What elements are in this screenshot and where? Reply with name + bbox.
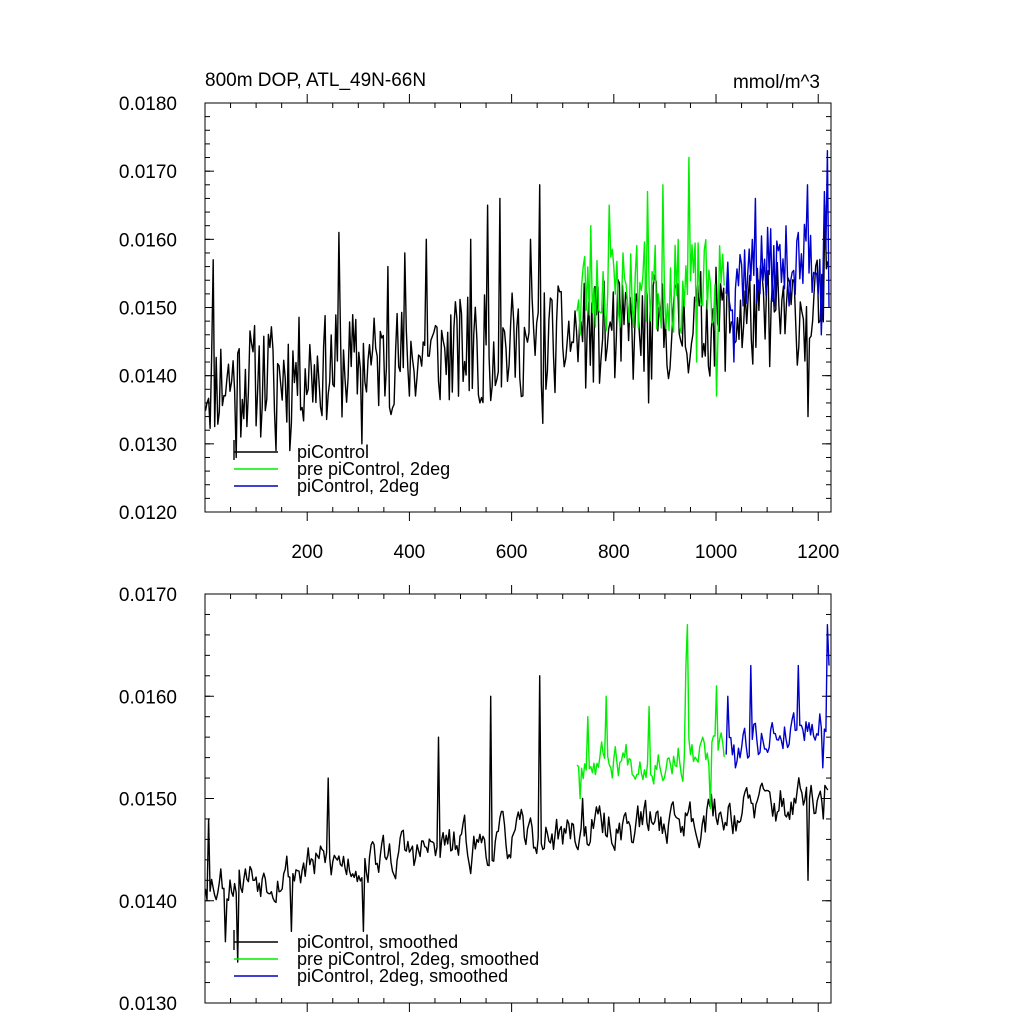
y-tick-label: 0.0120	[119, 503, 177, 524]
y-tick-label: 0.0140	[119, 367, 177, 388]
y-tick-label: 0.0160	[119, 230, 177, 251]
y-tick-label: 0.0170	[119, 585, 177, 606]
y-tick-label: 0.0160	[119, 687, 177, 708]
bottom-panel: 0.0130 0.0140 0.0150 0.0160 0.0170 piControl…	[119, 585, 832, 1015]
bottom-plot-frame	[204, 593, 832, 1004]
y-tick-label: 0.0150	[119, 299, 177, 320]
series-line-3	[725, 149, 830, 363]
series-line-1	[205, 675, 829, 963]
legend-label-2: pre piControl, 2deg	[297, 459, 450, 479]
legend-label-2: pre piControl, 2deg, smoothed	[297, 949, 539, 969]
x-tick-label: 400	[394, 542, 426, 563]
top-plot-area	[205, 149, 830, 459]
top-panel: 800m DOP, ATL_49N-66N mmol/m^3 0.01200.0…	[119, 70, 839, 563]
series-line-3	[725, 624, 830, 769]
series-line-1	[205, 184, 829, 459]
legend-label-1: piControl	[297, 442, 369, 462]
legend-label-3: piControl, 2deg	[297, 476, 419, 496]
y-tick-label: 0.0130	[119, 435, 177, 456]
series-line-2	[576, 156, 725, 397]
y-tick-label: 0.0170	[119, 162, 177, 183]
y-tick-label: 0.0150	[119, 790, 177, 811]
x-tick-label: 800	[598, 542, 630, 563]
top-plot-frame	[204, 102, 832, 513]
y-tick-label: 0.0130	[119, 994, 177, 1015]
legend-label-3: piControl, 2deg, smoothed	[297, 966, 508, 986]
y-tick-label: 0.0180	[119, 94, 177, 115]
x-tick-label: 200	[291, 542, 323, 563]
chart-title: 800m DOP, ATL_49N-66N	[205, 70, 426, 91]
bottom-plot-area	[205, 624, 830, 963]
x-tick-label: 1000	[695, 542, 737, 563]
x-tick-label: 600	[496, 542, 528, 563]
top-axes: 0.0120 0.0130 0.0140 0.0150 0.0160 0.0170 0.01…	[119, 94, 839, 563]
legend-label-1: piControl, smoothed	[297, 932, 458, 952]
x-tick-label: 1200	[797, 542, 839, 563]
y-tick-label: 0.0140	[119, 892, 177, 913]
units-label: mmol/m^3	[733, 72, 820, 93]
bottom-axes: 0.0130 0.0140 0.0150 0.0160 0.0170	[119, 585, 831, 1015]
series-line-2	[576, 624, 725, 810]
